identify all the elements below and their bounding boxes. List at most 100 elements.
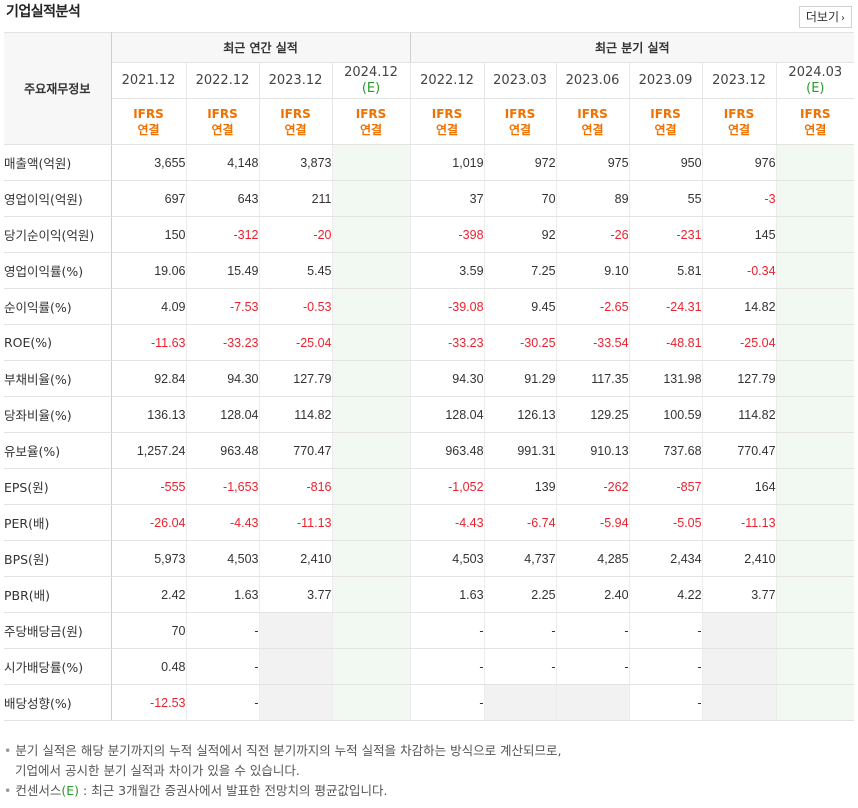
annual-group-header: 최근 연간 실적 bbox=[111, 32, 411, 63]
value-cell bbox=[331, 216, 411, 253]
value-cell: 5,973 bbox=[110, 540, 186, 577]
table-row: 순이익률(%) 4.09 -7.53 -0.53 -39.08 9.45 -2.65 -24.… bbox=[4, 288, 855, 325]
value-cell: 5.81 bbox=[628, 252, 703, 289]
value-cell: 3,655 bbox=[110, 144, 186, 181]
value-cell: 4,503 bbox=[409, 540, 485, 577]
value-cell: 89 bbox=[555, 180, 630, 217]
corner-label: 주요재무정보 bbox=[4, 32, 112, 145]
value-cell: 9.10 bbox=[555, 252, 630, 289]
value-cell: 2.25 bbox=[483, 576, 557, 613]
value-cell bbox=[331, 252, 411, 289]
ifrs-basis-header: IFRS 연결 bbox=[331, 98, 411, 145]
value-cell: 94.30 bbox=[409, 360, 485, 397]
value-cell: 14.82 bbox=[701, 288, 777, 325]
value-cell: 91.29 bbox=[483, 360, 557, 397]
value-cell: 4,148 bbox=[185, 144, 259, 181]
table-row: PBR(배) 2.42 1.63 3.77 1.63 2.25 2.40 4.22 3.77 bbox=[4, 576, 855, 613]
value-cell: 117.35 bbox=[555, 360, 630, 397]
value-cell: -312 bbox=[185, 216, 259, 253]
value-cell: 3.77 bbox=[258, 576, 332, 613]
value-cell: 127.79 bbox=[258, 360, 332, 397]
value-cell: 114.82 bbox=[258, 396, 332, 433]
value-cell bbox=[701, 648, 777, 685]
value-cell: - bbox=[185, 612, 259, 649]
value-cell bbox=[331, 180, 411, 217]
value-cell: -555 bbox=[110, 468, 186, 505]
value-cell: 2,410 bbox=[701, 540, 777, 577]
value-cell: -39.08 bbox=[409, 288, 485, 325]
value-cell bbox=[483, 684, 557, 721]
value-cell: 7.25 bbox=[483, 252, 557, 289]
value-cell bbox=[331, 396, 411, 433]
value-cell: 3,873 bbox=[258, 144, 332, 181]
row-label: PBR(배) bbox=[4, 576, 112, 613]
row-label: 주당배당금(원) bbox=[4, 612, 112, 649]
value-cell bbox=[331, 540, 411, 577]
row-label: 유보율(%) bbox=[4, 432, 112, 469]
value-cell: -1,653 bbox=[185, 468, 259, 505]
ifrs-basis-header: IFRS 연결 bbox=[628, 98, 703, 145]
period-header: 2023.12 bbox=[258, 62, 332, 99]
value-cell: 0.48 bbox=[110, 648, 186, 685]
value-cell: -26 bbox=[555, 216, 630, 253]
value-cell: -231 bbox=[628, 216, 703, 253]
value-cell: -12.53 bbox=[110, 684, 186, 721]
value-cell: - bbox=[483, 648, 557, 685]
value-cell: 15.49 bbox=[185, 252, 259, 289]
value-cell: 131.98 bbox=[628, 360, 703, 397]
table-row: 시가배당률(%) 0.48- - - - - bbox=[4, 648, 855, 685]
value-cell bbox=[775, 432, 855, 469]
value-cell: -816 bbox=[258, 468, 332, 505]
value-cell bbox=[775, 396, 855, 433]
value-cell: 950 bbox=[628, 144, 703, 181]
period-header: 2021.12 bbox=[110, 62, 186, 99]
value-cell: 127.79 bbox=[701, 360, 777, 397]
period-header: 2023.03 bbox=[483, 62, 557, 99]
table-row: PER(배) -26.04 -4.43 -11.13 -4.43 -6.74 -5.94 -5… bbox=[4, 504, 855, 541]
row-label: 배당성향(%) bbox=[4, 684, 112, 721]
row-label: 당기순이익(억원) bbox=[4, 216, 112, 253]
value-cell: 94.30 bbox=[185, 360, 259, 397]
value-cell: -25.04 bbox=[701, 324, 777, 361]
value-cell: 737.68 bbox=[628, 432, 703, 469]
chevron-right-icon: › bbox=[841, 13, 845, 24]
value-cell: 697 bbox=[110, 180, 186, 217]
estimate-mark: (E) bbox=[806, 80, 825, 96]
value-cell: 963.48 bbox=[409, 432, 485, 469]
value-cell bbox=[331, 324, 411, 361]
value-cell bbox=[331, 612, 411, 649]
table-row: 배당성향(%) -12.53- - - bbox=[4, 684, 855, 721]
value-cell: 963.48 bbox=[185, 432, 259, 469]
value-cell: -7.53 bbox=[185, 288, 259, 325]
value-cell: 9.45 bbox=[483, 288, 557, 325]
bullet-icon: • bbox=[4, 783, 12, 798]
value-cell bbox=[331, 684, 411, 721]
value-cell: - bbox=[409, 648, 485, 685]
value-cell: 910.13 bbox=[555, 432, 630, 469]
more-button[interactable]: 더보기 › bbox=[798, 6, 852, 28]
table-row: 유보율(%) 1,257.24 963.48 770.47 963.48 991.31 91… bbox=[4, 432, 855, 469]
value-cell: 19.06 bbox=[110, 252, 186, 289]
period-header: 2024.03 (E) bbox=[775, 62, 855, 99]
value-cell bbox=[775, 648, 855, 685]
row-label: 영업이익률(%) bbox=[4, 252, 112, 289]
estimate-mark: (E) bbox=[361, 80, 381, 96]
value-cell: -5.05 bbox=[628, 504, 703, 541]
value-cell: 164 bbox=[701, 468, 777, 505]
row-label: EPS(원) bbox=[4, 468, 112, 505]
table-row: 당좌비율(%) 136.13 128.04 114.82 128.04 126.13 129… bbox=[4, 396, 855, 433]
value-cell: -11.13 bbox=[701, 504, 777, 541]
value-cell: - bbox=[628, 648, 703, 685]
more-label: 더보기 bbox=[805, 10, 839, 24]
value-cell: 4,737 bbox=[483, 540, 557, 577]
value-cell bbox=[258, 612, 332, 649]
value-cell: -6.74 bbox=[483, 504, 557, 541]
value-cell bbox=[775, 612, 855, 649]
value-cell: -0.53 bbox=[258, 288, 332, 325]
row-label: PER(배) bbox=[4, 504, 112, 541]
table-row: 영업이익률(%) 19.06 15.49 5.45 3.59 7.25 9.10 5.81 -0… bbox=[4, 252, 855, 289]
value-cell: 128.04 bbox=[185, 396, 259, 433]
value-cell bbox=[331, 144, 411, 181]
value-cell bbox=[775, 144, 855, 181]
value-cell: 139 bbox=[483, 468, 557, 505]
